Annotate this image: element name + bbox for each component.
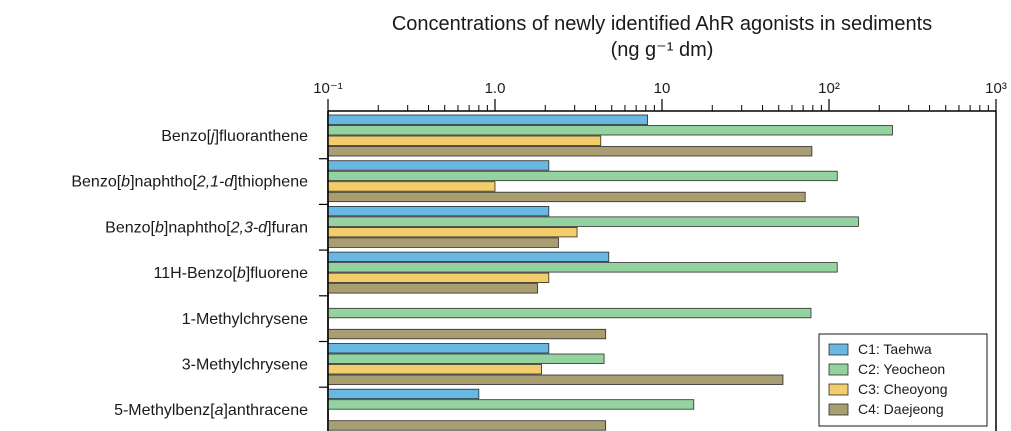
bar [327, 226, 578, 238]
category-label: 11H-Benzo[b]fluorene [154, 265, 309, 282]
bar [327, 237, 559, 248]
bar [327, 251, 610, 263]
bar [327, 283, 539, 294]
bar [327, 272, 550, 284]
category-label: Benzo[b]naphtho[2,1-d]thiophene [71, 174, 308, 191]
bar [327, 205, 550, 217]
bar [327, 191, 806, 203]
legend-swatch [828, 343, 849, 356]
x-tick-label: 1.0 [485, 80, 506, 97]
bar [327, 216, 859, 227]
category-labels: Benzo[j]fluoranthene Benzo[b]naphtho[2,1-… [71, 128, 308, 419]
category-label: 1-Methylchrysene [182, 311, 308, 328]
bar [327, 135, 602, 146]
legend-swatch [828, 383, 849, 396]
bar [327, 307, 812, 319]
legend-entry: C2: Yeocheon [858, 361, 945, 377]
bar [327, 125, 893, 136]
category-label: Benzo[b]naphtho[2,3-d]furan [105, 219, 308, 236]
chart-subtitle: (ng g⁻¹ dm) [611, 39, 714, 61]
legend-swatch [828, 363, 849, 376]
bar [327, 328, 607, 340]
bar [327, 388, 480, 400]
x-tick-label: 10³ [985, 80, 1007, 97]
bars [327, 111, 893, 431]
legend-entry: C4: Daejeong [858, 401, 944, 417]
bar [327, 181, 496, 192]
bar [327, 146, 813, 157]
legend: C1: Taehwa C2: Yeocheon C3: Cheoyong C4: Da… [818, 333, 988, 427]
bar [327, 170, 838, 182]
bar [327, 420, 607, 431]
bar [327, 399, 695, 410]
bar [327, 114, 649, 125]
bar [327, 364, 542, 375]
category-label: 3-Methylchrysene [182, 357, 308, 374]
bar [327, 343, 550, 354]
legend-swatch [828, 403, 849, 416]
legend-entry: C3: Cheoyong [858, 381, 948, 397]
bar [327, 160, 550, 171]
category-label: 5-Methylbenz[a]anthracene [114, 402, 308, 419]
bar [327, 262, 838, 273]
x-tick-label: 10² [818, 80, 840, 97]
x-tick-label: 10⁻¹ [313, 80, 343, 97]
legend-entry: C1: Taehwa [858, 341, 932, 357]
x-tick-label: 10 [654, 80, 671, 97]
bar [327, 353, 605, 364]
bar [327, 374, 784, 385]
category-label: Benzo[j]fluoranthene [161, 128, 308, 145]
chart-title: Concentrations of newly identified AhR a… [392, 13, 932, 35]
